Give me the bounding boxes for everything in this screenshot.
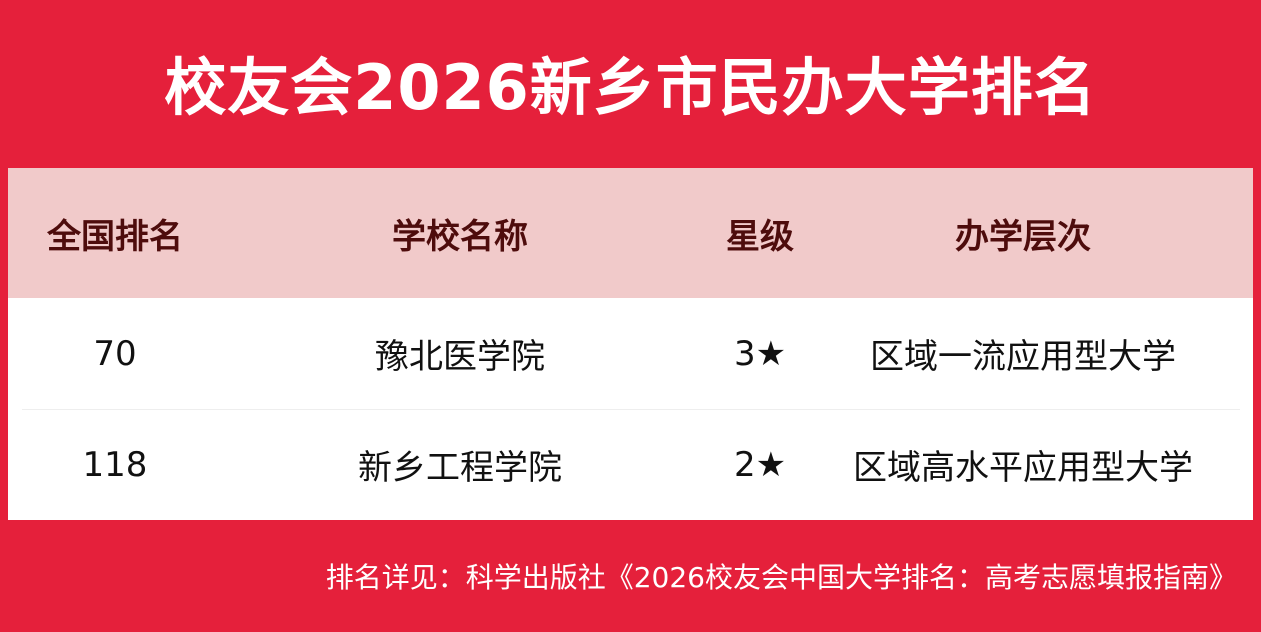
table-cell: 3★: [733, 333, 787, 374]
header-row: 全国排名 学校名称 星级 办学层次: [8, 168, 1253, 298]
table-cell: 2★: [733, 444, 787, 485]
header-cell: 全国排名: [47, 216, 183, 257]
table-cell: 118: [82, 444, 148, 485]
header-cell: 学校名称: [392, 216, 528, 257]
row-divider: [22, 409, 1240, 410]
table-cell: 70: [93, 333, 137, 374]
header-cell: 星级: [726, 216, 794, 257]
table-cell: 豫北医学院: [375, 337, 545, 377]
footer-note: 排名详见：科学出版社《2026校友会中国大学排名：高考志愿填报指南》: [325, 561, 1237, 594]
table-row: 118 新乡工程学院 2★ 区域高水平应用型大学: [8, 409, 1253, 520]
table-cell: 区域一流应用型大学: [870, 337, 1176, 377]
title: 校友会2026新乡市民办大学排名: [164, 51, 1097, 124]
ranking-table: 全国排名 学校名称 星级 办学层次 70 豫北医学院 3★ 区域一流应用型大学 118 新乡工程学…: [8, 168, 1253, 520]
table-cell: 区域高水平应用型大学: [853, 448, 1193, 488]
table-row: 70 豫北医学院 3★ 区域一流应用型大学: [8, 298, 1253, 409]
table-cell: 新乡工程学院: [358, 448, 562, 488]
header-cell: 办学层次: [955, 216, 1091, 257]
